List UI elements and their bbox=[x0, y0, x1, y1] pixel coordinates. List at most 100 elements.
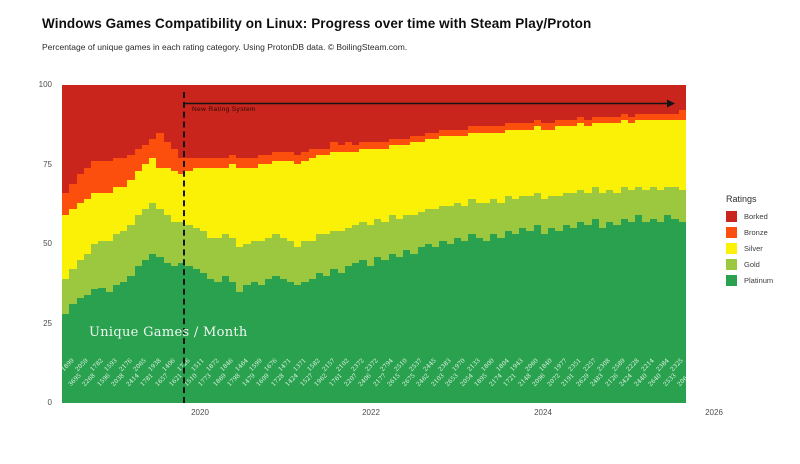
segment-borked bbox=[584, 85, 592, 120]
segment-platinum bbox=[410, 253, 418, 403]
segment-platinum bbox=[548, 228, 556, 403]
segment-platinum bbox=[221, 275, 229, 403]
segment-platinum bbox=[475, 237, 483, 403]
segment-platinum bbox=[272, 275, 280, 403]
segment-gold bbox=[548, 196, 556, 229]
segment-silver bbox=[642, 119, 650, 190]
segment-gold bbox=[141, 209, 150, 260]
y-tick-label: 100 bbox=[38, 80, 52, 89]
segment-platinum bbox=[555, 231, 563, 403]
month-bar bbox=[598, 85, 607, 403]
segment-gold bbox=[236, 247, 244, 292]
segment-silver bbox=[315, 154, 324, 235]
segment-platinum bbox=[671, 218, 679, 403]
segment-silver bbox=[540, 129, 549, 200]
segment-borked bbox=[468, 85, 476, 127]
segment-borked bbox=[98, 85, 106, 162]
segment-platinum bbox=[91, 288, 99, 403]
segment-gold bbox=[272, 234, 280, 276]
segment-silver bbox=[243, 167, 251, 244]
segment-gold bbox=[127, 224, 135, 276]
segment-bronze bbox=[671, 113, 679, 120]
right-arrow-icon bbox=[184, 99, 675, 108]
month-bar bbox=[323, 85, 331, 403]
segment-platinum bbox=[257, 285, 266, 403]
month-bar bbox=[504, 85, 512, 403]
segment-silver bbox=[613, 123, 621, 194]
segment-bronze bbox=[649, 113, 657, 120]
segment-bronze bbox=[134, 148, 142, 171]
segment-platinum bbox=[497, 237, 505, 403]
segment-platinum bbox=[366, 266, 374, 403]
segment-platinum bbox=[250, 282, 258, 403]
segment-gold bbox=[424, 209, 433, 244]
month-bar bbox=[250, 85, 258, 403]
segment-bronze bbox=[257, 154, 266, 165]
segment-gold bbox=[511, 199, 520, 235]
segment-bronze bbox=[504, 123, 512, 130]
segment-silver bbox=[482, 132, 491, 203]
segment-gold bbox=[301, 240, 309, 283]
month-bar bbox=[649, 85, 657, 403]
segment-bronze bbox=[294, 154, 302, 165]
segment-gold bbox=[105, 240, 113, 292]
segment-platinum bbox=[482, 240, 491, 403]
segment-gold bbox=[330, 231, 338, 270]
segment-borked bbox=[69, 85, 77, 184]
segment-platinum bbox=[519, 228, 527, 403]
month-bar bbox=[69, 85, 77, 403]
segment-gold bbox=[410, 215, 418, 254]
segment-bronze bbox=[591, 116, 599, 124]
segment-borked bbox=[533, 85, 541, 120]
segment-borked bbox=[214, 85, 222, 159]
segment-silver bbox=[149, 158, 157, 203]
segment-bronze bbox=[388, 139, 396, 146]
segment-platinum bbox=[613, 224, 621, 403]
segment-silver bbox=[533, 126, 541, 194]
month-bar bbox=[236, 85, 244, 403]
segment-bronze bbox=[606, 116, 614, 124]
segment-silver bbox=[301, 161, 309, 241]
segment-gold bbox=[62, 278, 70, 314]
legend-item-gold: Gold bbox=[726, 259, 773, 270]
month-bar bbox=[352, 85, 360, 403]
segment-silver bbox=[598, 123, 607, 194]
month-bar bbox=[627, 85, 636, 403]
segment-bronze bbox=[678, 110, 686, 120]
segment-borked bbox=[598, 85, 607, 117]
segment-borked bbox=[91, 85, 99, 162]
segment-platinum bbox=[533, 224, 541, 403]
month-bar bbox=[265, 85, 273, 403]
segment-platinum bbox=[664, 215, 672, 403]
month-bar bbox=[533, 85, 541, 403]
month-bar bbox=[417, 85, 425, 403]
month-bar bbox=[170, 85, 179, 403]
segment-silver bbox=[257, 164, 266, 241]
segment-gold bbox=[613, 193, 621, 225]
segment-platinum bbox=[649, 218, 657, 403]
segment-silver bbox=[656, 119, 665, 190]
segment-silver bbox=[134, 170, 142, 216]
segment-borked bbox=[149, 85, 157, 140]
segment-platinum bbox=[504, 231, 512, 403]
y-tick-label: 75 bbox=[43, 159, 52, 169]
segment-borked bbox=[606, 85, 614, 117]
month-bar bbox=[613, 85, 621, 403]
segment-bronze bbox=[228, 154, 237, 165]
month-bar bbox=[366, 85, 374, 403]
segment-platinum bbox=[359, 259, 367, 403]
segment-platinum bbox=[598, 228, 607, 403]
segment-platinum bbox=[678, 221, 686, 403]
month-bar bbox=[548, 85, 556, 403]
segment-borked bbox=[453, 85, 462, 130]
segment-gold bbox=[490, 199, 498, 235]
segment-gold bbox=[192, 228, 200, 270]
segment-silver bbox=[526, 129, 534, 197]
segment-silver bbox=[511, 129, 520, 200]
segment-platinum bbox=[656, 221, 665, 403]
segment-platinum bbox=[424, 243, 433, 403]
month-bar bbox=[671, 85, 679, 403]
segment-bronze bbox=[272, 151, 280, 162]
legend-rows: Borked Bronze Silver Gold Platinum bbox=[726, 211, 773, 286]
segment-silver bbox=[606, 123, 614, 190]
